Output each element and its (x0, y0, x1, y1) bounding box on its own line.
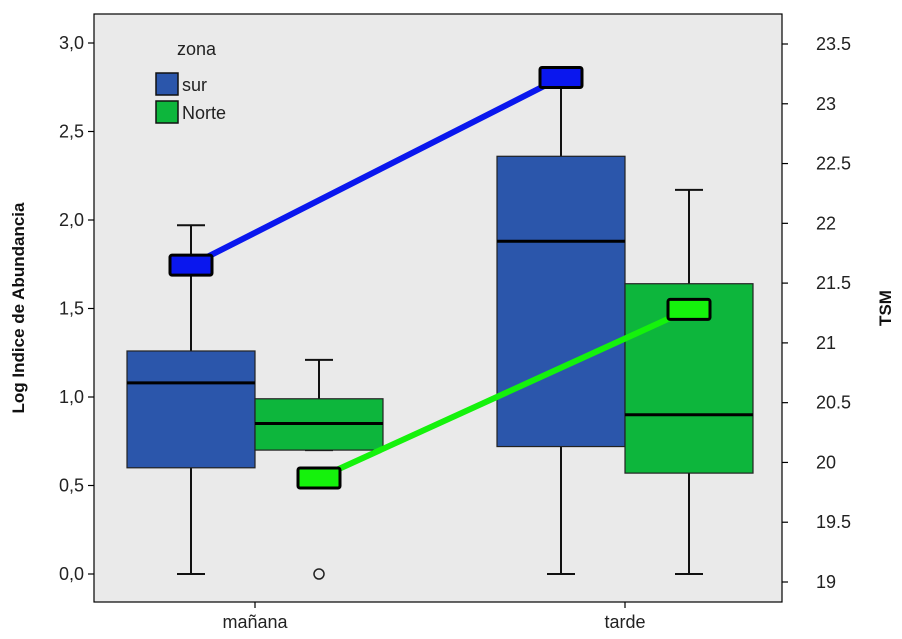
y-axis-title-left: Log Indice de Abundancia (9, 202, 28, 413)
x-tick-label: mañana (222, 612, 288, 632)
y-left-tick-label: 1,5 (59, 299, 84, 319)
y-right-tick-label: 20.5 (816, 393, 851, 413)
y-right-tick-label: 21 (816, 333, 836, 353)
box-iqr (126, 350, 256, 469)
outlier-point (313, 568, 325, 580)
x-tick-label: tarde (604, 612, 645, 632)
y-right-tick-label: 20 (816, 452, 836, 472)
y-right-tick-label: 22 (816, 213, 836, 233)
legend-swatch-sur (155, 72, 179, 96)
box-manana-norte (254, 358, 384, 580)
y-right-tick-label: 23 (816, 94, 836, 114)
tsm-marker-norte-manana (296, 466, 342, 490)
tsm-marker-sur-tarde (538, 65, 584, 89)
y-left-tick-label: 0,0 (59, 564, 84, 584)
tsm-line-norte (317, 306, 691, 481)
axes-layer: 0,0 0,5 1,0 1,5 2,0 2,5 3,0 19 19.5 20 20.5 21 21.5 2… (59, 33, 851, 632)
tsm-marker-sur-manana (168, 253, 214, 277)
tsm-line-sur (189, 74, 563, 268)
y-axis-title-right: TSM (876, 290, 895, 326)
y-right-tick-label: 23.5 (816, 34, 851, 54)
box-iqr (496, 155, 626, 448)
legend-swatch-norte (155, 100, 179, 124)
y-right-tick-label: 22.5 (816, 154, 851, 174)
y-right-tick-label: 19.5 (816, 512, 851, 532)
legend-label-sur: sur (182, 75, 207, 95)
legend-title: zona (177, 39, 217, 59)
legend-label-norte: Norte (182, 103, 226, 123)
tsm-lines-layer (168, 65, 712, 490)
y-left-tick-label: 2,0 (59, 210, 84, 230)
box-tarde-sur (496, 70, 626, 575)
y-right-tick-label: 19 (816, 572, 836, 592)
y-left-tick-label: 3,0 (59, 33, 84, 53)
y-left-tick-label: 1,0 (59, 387, 84, 407)
y-left-tick-label: 2,5 (59, 122, 84, 142)
legend: zona sur Norte (155, 39, 226, 124)
tsm-marker-norte-tarde (666, 297, 712, 321)
y-right-tick-label: 21.5 (816, 273, 851, 293)
y-left-tick-label: 0,5 (59, 476, 84, 496)
box-manana-sur (126, 224, 256, 575)
